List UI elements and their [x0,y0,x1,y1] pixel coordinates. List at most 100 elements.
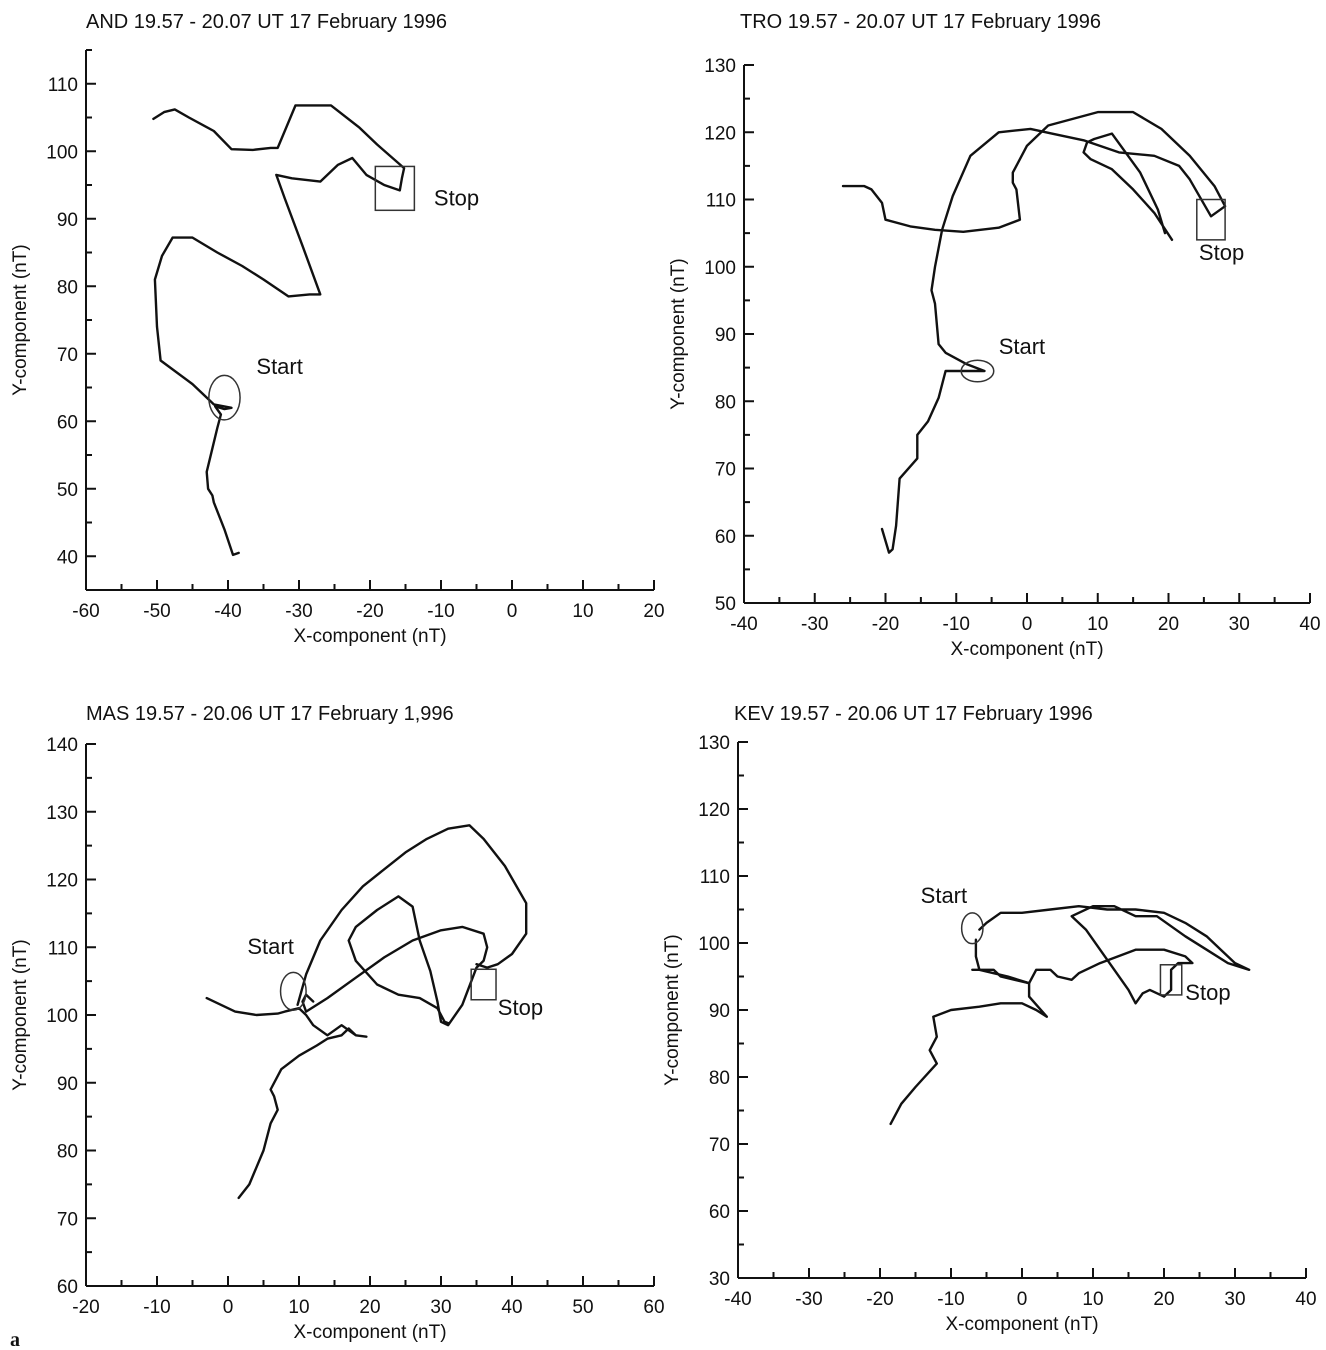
x-tick-label: 0 [1017,1289,1028,1310]
y-tick-label: 90 [57,1074,78,1095]
x-tick-label: -30 [795,1289,822,1310]
y-tick-label: 80 [57,1142,78,1163]
y-tick-label: 120 [698,800,730,821]
chart-title: AND 19.57 - 20.07 UT 17 February 1996 [86,11,447,33]
x-tick-label: 20 [643,601,664,622]
y-tick-label: 100 [46,142,78,163]
x-axis-label: X-component (nT) [950,639,1103,660]
x-axis-label: X-component (nT) [945,1314,1098,1335]
stop-marker [374,165,416,212]
panel-letter: a [10,1329,20,1350]
chart-panel-3: MAS 19.57 - 20.06 UT 17 February 1,996 -2… [10,703,665,1343]
y-tick-label: 60 [715,527,736,548]
y-tick-label: 110 [48,75,78,96]
y-tick-label: 100 [46,1006,78,1027]
x-tick-label: -20 [866,1289,893,1310]
x-tick-label: -20 [872,614,899,635]
y-axis-label: Y-component (nT) [662,934,683,1085]
y-tick-label: 80 [709,1068,730,1089]
x-axis-label: X-component (nT) [293,1322,446,1343]
y-axis-label: Y-component (nT) [10,244,31,395]
x-tick-label: 40 [1295,1289,1316,1310]
chart-panel-2: TRO 19.57 - 20.07 UT 17 February 1996 -40… [668,11,1321,660]
x-tick-label: 30 [1229,614,1250,635]
y-tick-label: 130 [46,803,78,824]
x-tick-label: -40 [724,1289,751,1310]
chart-title: KEV 19.57 - 20.06 UT 17 February 1996 [734,703,1093,725]
stop-marker [1159,964,1183,996]
y-axis-label: Y-component (nT) [668,258,689,409]
x-tick-label: 30 [430,1297,451,1318]
x-tick-label: 10 [1082,1289,1103,1310]
x-tick-label: -10 [943,614,970,635]
y-tick-label: 70 [57,345,78,366]
y-tick-label: 120 [46,871,78,892]
y-tick-label: 80 [57,277,78,298]
annotation-label: Stop [1199,240,1244,265]
y-tick-label: 90 [57,210,78,231]
annotation-label: Start [921,883,967,908]
x-tick-label: 30 [1224,1289,1245,1310]
x-tick-label: 20 [359,1297,380,1318]
x-tick-label: -40 [214,601,241,622]
x-tick-label: 40 [1299,614,1320,635]
x-tick-label: -50 [143,601,170,622]
y-tick-label: 50 [57,480,78,501]
y-tick-label: 110 [706,191,736,212]
x-tick-label: -30 [801,614,828,635]
y-tick-label: 100 [698,934,730,955]
y-tick-label: 30 [709,1269,730,1290]
y-tick-label: 120 [704,123,736,144]
x-tick-label: -10 [143,1297,170,1318]
x-tick-label: 20 [1158,614,1179,635]
y-axis-label: Y-component (nT) [10,939,31,1090]
x-tick-label: -10 [937,1289,964,1310]
annotation-label: Start [999,334,1045,359]
annotation-label: Start [247,934,293,959]
start-marker [208,374,241,421]
annotation-label: Start [256,354,302,379]
y-tick-label: 100 [704,258,736,279]
y-tick-label: 70 [709,1135,730,1156]
x-tick-label: 10 [572,601,593,622]
series-line [205,996,368,1200]
y-tick-label: 90 [709,1001,730,1022]
series-line [296,824,528,1006]
x-tick-label: -20 [72,1297,99,1318]
x-tick-label: -30 [285,601,312,622]
x-tick-label: 50 [572,1297,593,1318]
x-tick-label: -60 [72,601,99,622]
chart-title: MAS 19.57 - 20.06 UT 17 February 1,996 [86,703,454,725]
y-tick-label: 50 [715,594,736,615]
series-line [971,905,1251,1005]
stop-marker [1196,198,1226,241]
y-tick-label: 110 [48,938,78,959]
chart-panel-1: AND 19.57 - 20.07 UT 17 February 1996 -60… [10,11,665,647]
x-tick-label: -20 [356,601,383,622]
y-tick-label: 110 [700,867,730,888]
start-marker [960,912,984,945]
y-tick-label: 90 [715,325,736,346]
x-tick-label: -10 [427,601,454,622]
y-tick-label: 80 [715,392,736,413]
series-line [152,104,406,557]
y-tick-label: 40 [57,547,78,568]
stop-marker [470,968,497,1001]
chart-panel-4: KEV 19.57 - 20.06 UT 17 February 1996 -40… [662,703,1317,1335]
series-line [841,110,1227,554]
x-tick-label: -40 [730,614,757,635]
x-tick-label: 0 [507,601,518,622]
y-tick-label: 60 [709,1202,730,1223]
x-tick-label: 10 [288,1297,309,1318]
start-marker [960,359,995,383]
y-tick-label: 60 [57,412,78,433]
annotation-label: Stop [498,995,543,1020]
x-tick-label: 0 [1022,614,1033,635]
x-tick-label: 10 [1087,614,1108,635]
x-tick-label: 40 [501,1297,522,1318]
y-tick-label: 70 [715,460,736,481]
y-tick-label: 60 [57,1277,78,1298]
y-tick-label: 70 [57,1209,78,1230]
x-tick-label: 0 [223,1297,234,1318]
